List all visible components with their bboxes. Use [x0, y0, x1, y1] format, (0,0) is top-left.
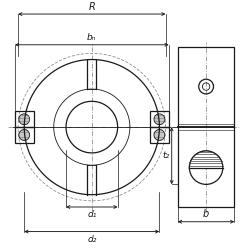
Text: t₂: t₂	[162, 151, 170, 160]
Text: bₙ: bₙ	[87, 33, 97, 42]
Text: b: b	[203, 209, 209, 219]
Text: R: R	[88, 2, 95, 12]
Text: d₁: d₁	[87, 210, 97, 219]
Text: d₂: d₂	[87, 234, 97, 244]
